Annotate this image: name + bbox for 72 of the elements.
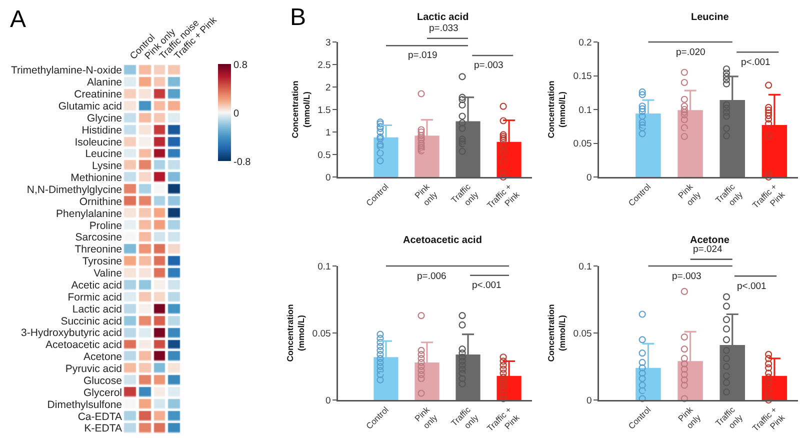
y-tick-label: Methionine: [70, 172, 122, 184]
y-tick-label: Lysine: [92, 160, 122, 172]
y-tick-label: Leucine: [85, 148, 122, 160]
y-tick-label: Pyruvic acid: [65, 363, 122, 376]
y-tick-label: Acetic acid: [71, 279, 122, 292]
y-tick-label: 2.5: [318, 60, 331, 71]
annotation: p<.001: [741, 57, 770, 68]
color-bar-label: 0.8: [234, 60, 248, 71]
y-tick-label: 0.1: [318, 261, 331, 272]
color-bar-label: 0: [234, 108, 240, 120]
chart-title: Lactic acid: [417, 12, 469, 23]
y-tick-label: K-EDTA: [84, 422, 122, 435]
y-tick-label: Dimethylsulfone: [47, 398, 122, 411]
text: p=.024: [693, 244, 722, 255]
y-tick-label: 0.05: [312, 328, 331, 340]
chart-title: Acetone: [690, 235, 730, 246]
y-tick-label: Threonine: [74, 244, 122, 256]
y-axis-title: Concentration (mmol/L): [546, 80, 567, 138]
annotation: p=.006: [417, 271, 446, 282]
y-tick-label: Trimethylamine-N-oxide: [10, 64, 122, 77]
y-tick-label: 0.05: [573, 138, 592, 150]
y-tick-label: 0: [326, 172, 331, 184]
y-tick-label: Acetoacetic acid: [46, 339, 122, 352]
y-tick-label: Ca-EDTA: [78, 410, 122, 423]
y-tick-label: 0.05: [573, 328, 592, 340]
annotation: p=.019: [408, 50, 438, 61]
y-tick-label: 1.5: [318, 104, 331, 116]
y-tick-label: Acetone: [83, 351, 122, 364]
y-axis-title: Concentration (mmol/L): [284, 304, 306, 362]
y-tick-label: Glycine: [86, 112, 122, 124]
y-tick-label: Alanine: [86, 76, 122, 89]
text: B: [290, 4, 306, 31]
y-tick-label: 0.2: [578, 37, 592, 48]
y-tick-label: Glucose: [83, 374, 122, 387]
y-axis-title: Concentration (mmol/L): [546, 304, 567, 362]
y-tick-label: Proline: [89, 220, 122, 232]
y-tick-label: 3-Hydroxybutyric acid: [21, 327, 122, 340]
y-tick-label: Formic acid: [68, 291, 122, 304]
y-tick-label: 3: [326, 37, 331, 48]
annotation: p=.003: [672, 271, 702, 282]
y-tick-label: 0: [326, 395, 331, 406]
text: p=.033: [429, 23, 458, 34]
text: A: [10, 6, 26, 33]
y-tick-label: 1: [326, 127, 331, 138]
y-tick-label: Isoleucine: [74, 136, 122, 148]
y-tick-label: Lactic acid: [72, 303, 122, 316]
y-tick-label: Glutamic acid: [58, 100, 122, 112]
y-axis-title: Concentration (mmol/L): [290, 80, 312, 138]
y-tick-label: N,N-Dimethylglycine: [26, 184, 122, 196]
y-tick-label: 0: [586, 395, 592, 406]
y-tick-label: Sarcosine: [75, 232, 122, 244]
y-tick-label: 0.1: [578, 104, 592, 116]
color-bar-label: -0.8: [234, 156, 252, 168]
annotation: p<.001: [737, 281, 766, 292]
annotation: p=.003: [474, 60, 504, 71]
y-tick-label: Ornithine: [79, 196, 122, 208]
y-tick-label: Phenylalanine: [56, 208, 122, 220]
y-tick-label: 0.1: [578, 261, 592, 272]
y-tick-label: Valine: [94, 268, 122, 280]
y-tick-label: Creatinine: [74, 88, 122, 101]
y-tick-label: Histidine: [82, 124, 122, 136]
y-tick-label: Tyrosine: [82, 256, 122, 268]
chart-title: Leucine: [691, 12, 730, 23]
y-tick-label: Succinic acid: [60, 315, 122, 328]
y-tick-label: 0.15: [573, 71, 592, 82]
y-tick-label: 0: [586, 172, 592, 184]
y-tick-label: 2: [326, 82, 331, 94]
annotation: p<.001: [472, 280, 502, 291]
y-tick-label: 0.5: [318, 150, 331, 161]
chart-title: Acetoacetic acid: [403, 235, 482, 246]
annotation: p=.020: [676, 47, 706, 58]
y-tick-label: Glycerol: [83, 386, 122, 399]
